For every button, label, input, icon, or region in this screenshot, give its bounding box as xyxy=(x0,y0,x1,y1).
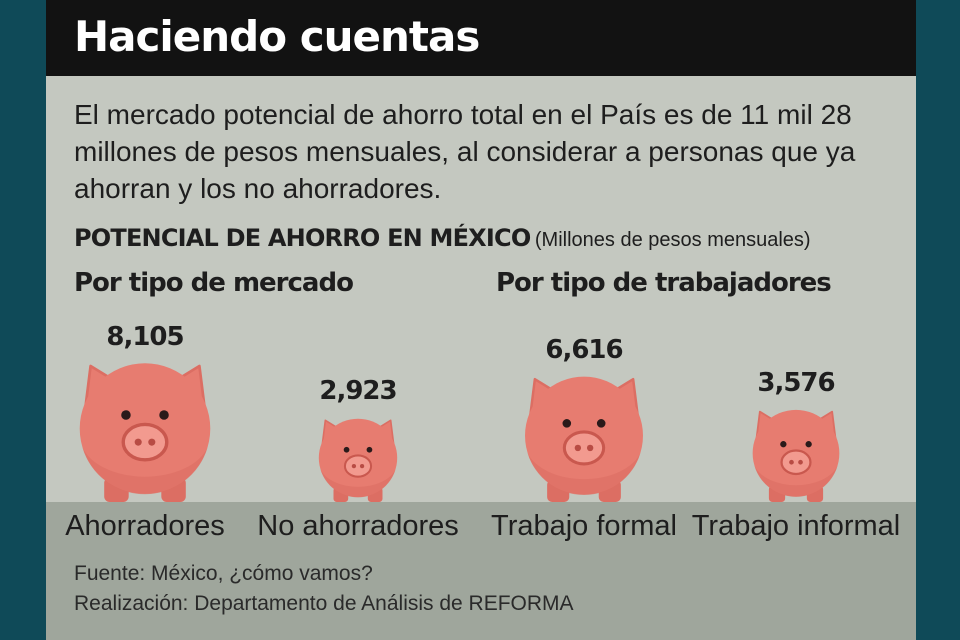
intro-text: El mercado potencial de ahorro total en … xyxy=(74,99,856,204)
value-label-no-ahorradores: 2,923 xyxy=(319,376,397,407)
group-title-mercado: Por tipo de mercado xyxy=(74,268,354,298)
header-bar: Haciendo cuentas xyxy=(46,0,916,76)
category-label-no-ahorradores: No ahorradores xyxy=(257,510,459,542)
value-label-trabajo-informal: 3,576 xyxy=(757,367,835,398)
piggy-bank-chart xyxy=(79,363,840,502)
group-title-trabajadores: Por tipo de trabajadores xyxy=(496,268,832,298)
category-label-ahorradores: Ahorradores xyxy=(65,510,225,542)
pig-icon-ahorradores xyxy=(79,363,211,502)
value-label-trabajo-formal: 6,616 xyxy=(545,335,623,366)
pig-icon-trabajo-formal xyxy=(525,376,643,502)
pig-icon-trabajo-informal xyxy=(752,409,840,502)
infographic-card: Haciendo cuentas El mercado potencial de… xyxy=(46,0,916,640)
footer-band xyxy=(46,502,916,640)
page-title: Haciendo cuentas xyxy=(74,12,480,61)
section-heading: POTENCIAL DE AHORRO EN MÉXICO (Millones … xyxy=(74,224,811,252)
pig-icon-no-ahorradores xyxy=(318,418,398,502)
source-note: Fuente: México, ¿cómo vamos? xyxy=(74,562,373,585)
category-label-trabajo-informal: Trabajo informal xyxy=(691,510,901,542)
credit-note: Realización: Departamento de Análisis de… xyxy=(74,592,574,615)
value-label-ahorradores: 8,105 xyxy=(106,322,184,352)
category-label-trabajo-formal: Trabajo formal xyxy=(491,510,677,542)
section-title: POTENCIAL DE AHORRO EN MÉXICO xyxy=(74,224,531,252)
section-unit: (Millones de pesos mensuales) xyxy=(534,229,811,251)
